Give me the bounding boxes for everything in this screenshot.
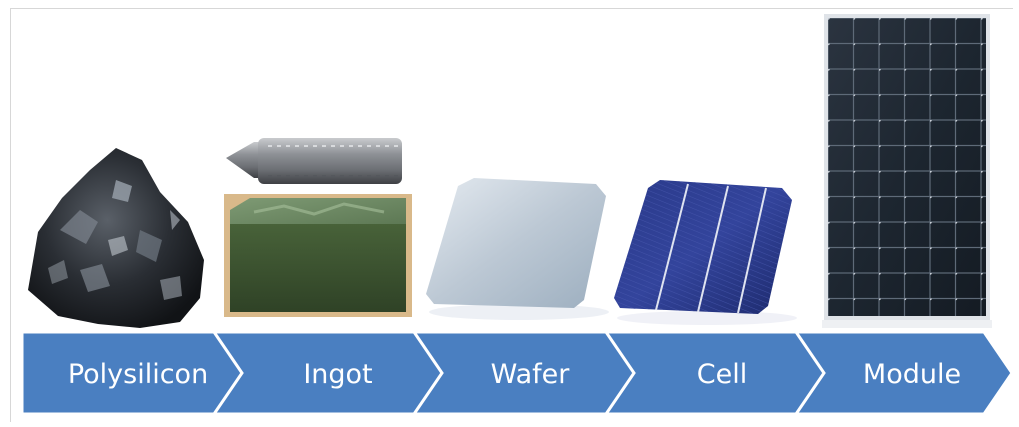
step-label-wafer: Wafer [491, 359, 571, 390]
step-label-module: Module [863, 359, 961, 390]
solar-module-image [822, 14, 992, 328]
polysilicon-chunk-image [28, 148, 204, 328]
silicon-ingot-image [224, 138, 412, 317]
step-label-ingot: Ingot [303, 359, 372, 390]
solar-cell-image [614, 180, 797, 325]
step-label-cell: Cell [697, 359, 747, 390]
step-label-polysilicon: Polysilicon [68, 359, 208, 390]
chevron-module [793, 330, 1014, 416]
silicon-wafer-image [426, 178, 609, 320]
image-frame [10, 8, 1013, 422]
